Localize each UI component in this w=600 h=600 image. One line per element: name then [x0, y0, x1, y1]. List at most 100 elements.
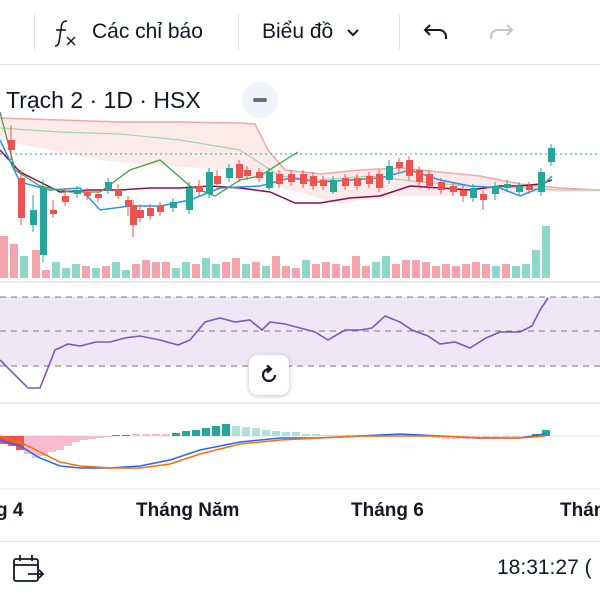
candle-body	[105, 182, 112, 190]
volume-bar	[112, 262, 120, 278]
volume-bar	[372, 262, 380, 278]
toolbar-divider	[238, 14, 239, 50]
session-clock: 18:31:27 (	[497, 556, 592, 579]
candle-body	[95, 194, 102, 198]
macd-histogram-bar	[212, 426, 220, 436]
undo-button[interactable]	[422, 0, 450, 64]
candle-body	[330, 180, 337, 192]
toolbar-border	[0, 64, 600, 65]
volume-bar	[92, 268, 100, 278]
volume-bar	[42, 270, 50, 278]
macd-histogram-bar	[312, 434, 320, 436]
macd-histogram-bar	[192, 430, 200, 436]
indicators-button[interactable]: Các chỉ báo	[50, 0, 203, 64]
macd-histogram-bar	[502, 436, 510, 437]
candle-body	[342, 178, 349, 186]
volume-bar	[10, 244, 18, 278]
macd-histogram-bar	[32, 436, 40, 458]
candle-body	[406, 160, 413, 176]
candle-body	[276, 174, 283, 184]
macd-histogram-bar	[104, 436, 112, 437]
candle-body	[214, 176, 221, 184]
candle-body	[450, 186, 457, 192]
macd-histogram-bar	[16, 436, 24, 450]
candle-body	[492, 186, 499, 194]
macd-histogram-bar	[482, 436, 490, 438]
candle-body	[526, 186, 533, 190]
candle-body	[236, 164, 243, 178]
macd-histogram-bar	[222, 424, 230, 436]
candle-body	[206, 172, 213, 194]
volume-bar	[62, 268, 70, 278]
candle-body	[504, 184, 511, 188]
candle-body	[62, 196, 69, 202]
candle-body	[366, 176, 373, 184]
macd-histogram-bar	[24, 436, 32, 454]
symbol-legend[interactable]: Trạch 2 · 1D · HSX	[6, 82, 201, 118]
candle-body	[300, 174, 307, 184]
macd-histogram-bar	[72, 436, 80, 442]
macd-histogram-bar	[152, 434, 160, 436]
volume-bar	[132, 264, 140, 278]
candle-body	[426, 174, 433, 186]
redo-button[interactable]	[487, 0, 515, 64]
macd-histogram-bar	[112, 435, 120, 436]
toolbar-divider	[399, 14, 400, 50]
candle-body	[548, 148, 555, 162]
volume-bar	[202, 258, 210, 278]
time-axis-tick: g 4	[0, 500, 24, 521]
toolbar-divider	[34, 14, 35, 50]
reset-icon	[257, 363, 281, 387]
volume-bar	[382, 256, 390, 278]
volume-bar	[252, 262, 260, 278]
candle-body	[244, 170, 251, 176]
candle-body	[18, 178, 25, 218]
candle-body	[470, 188, 477, 198]
volume-bar	[0, 236, 8, 278]
legend-collapse-button[interactable]	[242, 82, 278, 118]
undo-icon	[422, 18, 450, 46]
volume-bar	[182, 262, 190, 278]
candle-body	[84, 192, 91, 196]
macd-histogram-bar	[142, 434, 150, 436]
macd-histogram-bar	[262, 430, 270, 436]
volume-bar	[262, 266, 270, 278]
time-axis-tick: Tháng Năm	[136, 500, 240, 521]
macd-histogram-bar	[88, 436, 96, 439]
volume-bar	[192, 264, 200, 278]
volume-bar	[292, 268, 300, 278]
top-toolbar: Các chỉ báo Biểu đồ	[0, 0, 600, 64]
volume-bar	[522, 264, 530, 278]
candle-body	[40, 188, 47, 255]
candle-body	[386, 166, 393, 180]
chart-type-label: Biểu đồ	[262, 20, 334, 43]
volume-bar	[542, 226, 550, 278]
candle-body	[256, 172, 263, 178]
minus-icon	[253, 98, 267, 102]
chart-type-button[interactable]: Biểu đồ	[262, 0, 363, 64]
candle-body	[480, 194, 487, 200]
candle-body	[115, 190, 122, 196]
macd-histogram-bar	[40, 436, 48, 456]
reset-chart-button[interactable]	[249, 355, 289, 395]
volume-bar	[492, 266, 500, 278]
candle-body	[137, 210, 144, 218]
macd-histogram-bar	[162, 434, 170, 436]
macd-histogram-bar	[332, 435, 340, 436]
candle-body	[288, 174, 295, 182]
signal-line	[0, 435, 546, 469]
time-axis-tick: Tháng 6	[351, 500, 424, 521]
volume-bar	[72, 264, 80, 278]
macd-histogram-bar	[182, 431, 190, 436]
date-range-button[interactable]	[10, 552, 46, 588]
volume-bar	[102, 266, 110, 278]
candle-body	[74, 190, 81, 194]
candle-body	[310, 176, 317, 186]
volume-bar	[282, 266, 290, 278]
candle-body	[354, 178, 361, 186]
chevron-down-icon	[343, 22, 363, 42]
volume-bar	[362, 266, 370, 278]
symbol-info: Trạch 2 · 1D · HSX	[6, 86, 201, 113]
macd-histogram-bar	[392, 434, 400, 436]
